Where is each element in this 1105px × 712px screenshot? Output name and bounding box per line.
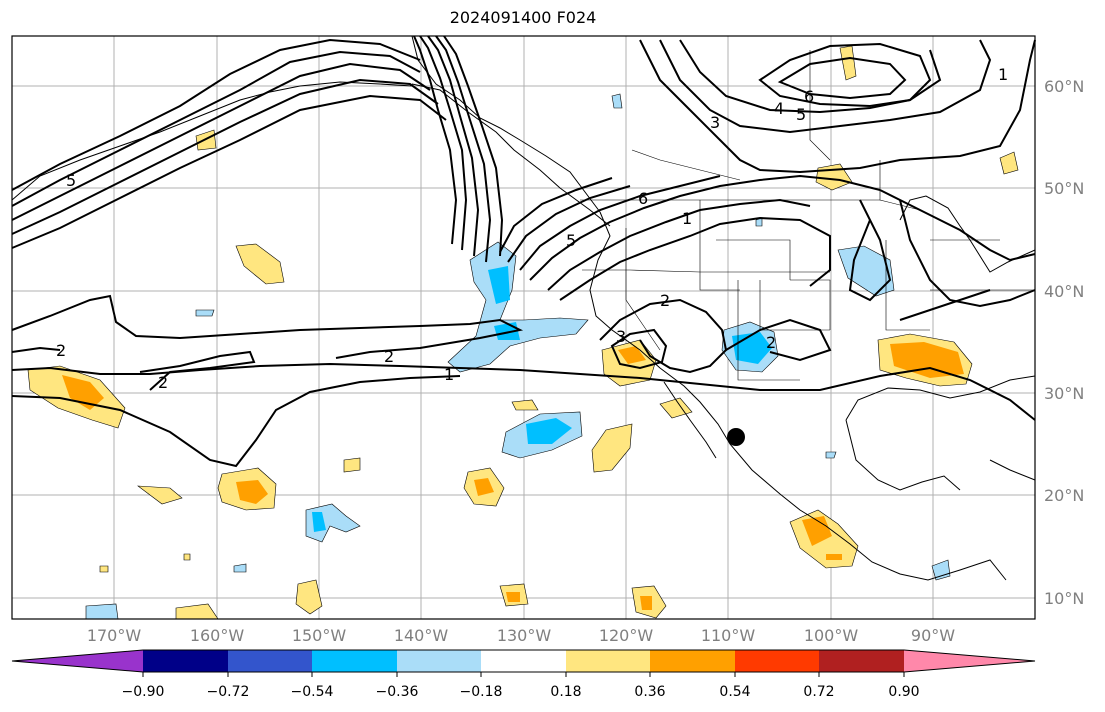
contour-label-1b: 1 (682, 209, 692, 228)
colorbar-extend-high (904, 650, 1035, 672)
storm-marker (727, 428, 745, 446)
lat-label-30: 30°N (1044, 384, 1085, 403)
colorbar-label: −0.90 (121, 684, 165, 700)
map-frame (11, 35, 1036, 620)
colorbar-bin (397, 650, 481, 672)
colorbar-bin (228, 650, 312, 672)
colorbar-label: −0.36 (375, 684, 419, 700)
lon-label-90w: 90°W (910, 626, 956, 645)
lon-label-130w: 130°W (496, 626, 552, 645)
contours (11, 35, 1036, 468)
lon-label-150w: 150°W (291, 626, 347, 645)
lon-label-110w: 110°W (700, 626, 756, 645)
contour-label-5b: 5 (566, 231, 576, 250)
colorbar-bin (735, 650, 819, 672)
colorbar-label: 0.72 (803, 684, 835, 700)
contour-label-5c: 5 (66, 171, 76, 190)
colorbar-label: 0.90 (888, 684, 920, 700)
colorbar-bin (566, 650, 650, 672)
colorbar-label: 0.18 (550, 684, 582, 700)
colorbar-label: −0.54 (290, 684, 334, 700)
contour-label-1: 1 (444, 365, 454, 384)
colorbar-bin (481, 650, 566, 672)
lat-label-50: 50°N (1044, 179, 1085, 198)
colorbar-label: 0.36 (634, 684, 666, 700)
colorbar-label: −0.18 (459, 684, 503, 700)
colorbar (11, 649, 1036, 677)
lat-label-10: 10°N (1044, 589, 1085, 608)
colorbar-bin (819, 650, 904, 672)
contour-label-1c: 1 (998, 65, 1008, 84)
negative-shading (85, 93, 951, 620)
colorbar-extend-low (12, 650, 143, 672)
colorbar-label: 0.54 (719, 684, 751, 700)
colorbar-bin (650, 650, 735, 672)
colorbar-bin (312, 650, 397, 672)
contour-label-3: 3 (616, 327, 626, 346)
contour-label-4: 4 (774, 99, 784, 118)
lat-label-40: 40°N (1044, 282, 1085, 301)
contour-label-5: 5 (796, 105, 806, 124)
contour-label-2e: 2 (766, 333, 776, 352)
contour-label-6b: 6 (638, 189, 648, 208)
lon-label-100w: 100°W (803, 626, 859, 645)
lat-label-20: 20°N (1044, 486, 1085, 505)
lon-label-140w: 140°W (393, 626, 449, 645)
colorbar-bin (143, 650, 228, 672)
colorbar-ticks (142, 672, 905, 677)
lon-label-160w: 160°W (189, 626, 245, 645)
contour-label-2: 2 (384, 347, 394, 366)
contour-label-3b: 3 (710, 113, 720, 132)
lon-label-170w: 170°W (86, 626, 142, 645)
lat-label-60: 60°N (1044, 77, 1085, 96)
contour-label-6: 6 (804, 87, 814, 106)
colorbar-label: −0.72 (206, 684, 250, 700)
lon-label-120w: 120°W (598, 626, 654, 645)
contour-label-group: 1 2 2 2 2 2 3 3 4 5 5 5 6 6 1 1 (56, 65, 1008, 392)
contour-label-2c: 2 (56, 341, 66, 360)
map-title: 2024091400 F024 (449, 8, 597, 27)
contour-label-2d: 2 (660, 291, 670, 310)
contour-label-2b: 2 (158, 373, 168, 392)
